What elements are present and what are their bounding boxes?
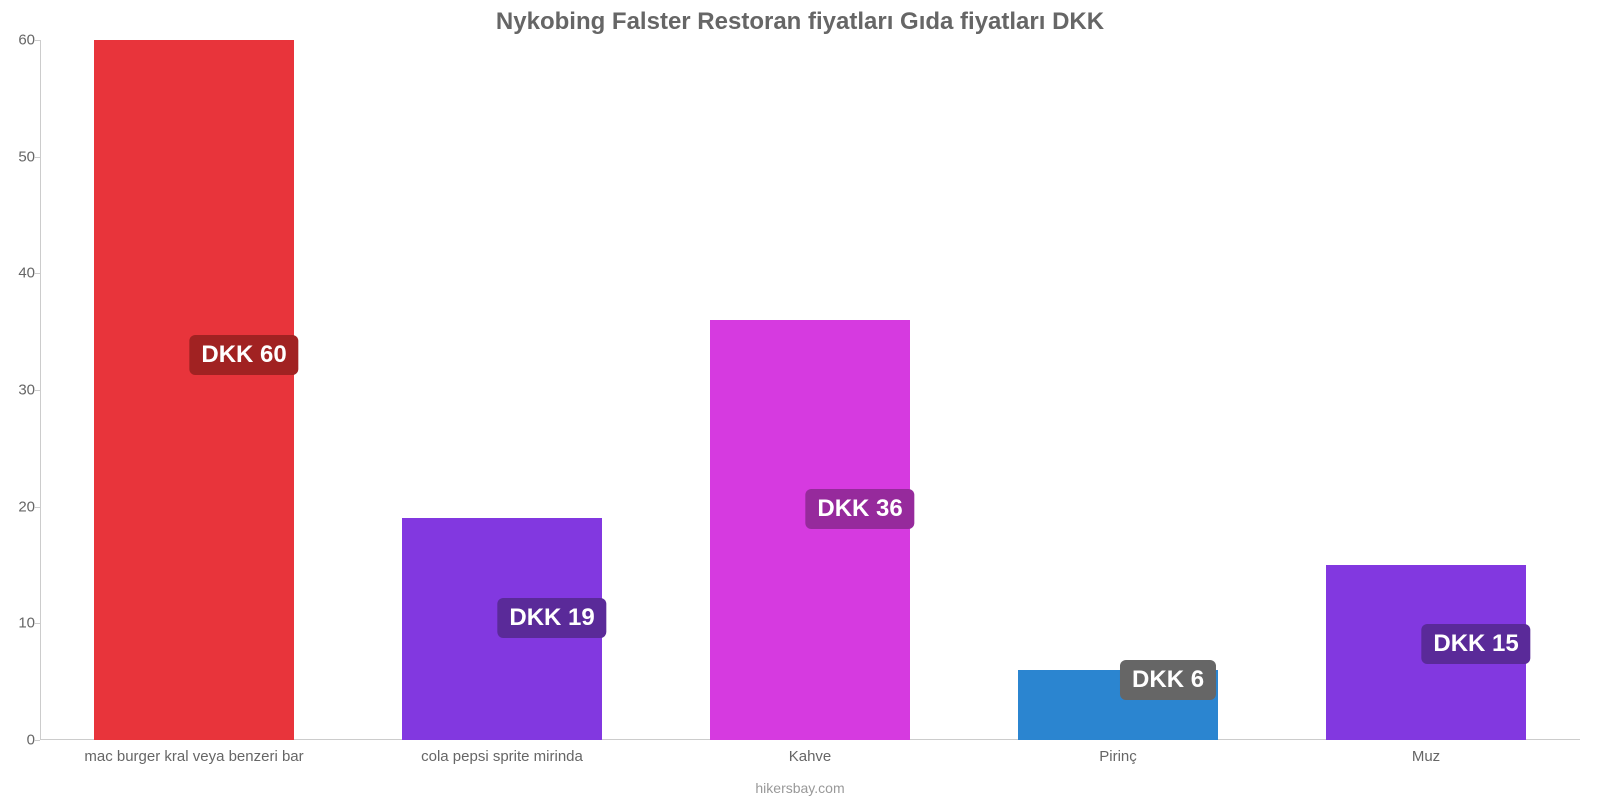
chart-title: Nykobing Falster Restoran fiyatları Gıda… xyxy=(0,8,1600,36)
y-tick-label: 50 xyxy=(5,148,35,165)
price-bar-chart: Nykobing Falster Restoran fiyatları Gıda… xyxy=(0,0,1600,800)
y-tick-label: 40 xyxy=(5,265,35,282)
x-axis-label: Muz xyxy=(1412,748,1440,765)
x-axis-label: mac burger kral veya benzeri bar xyxy=(84,748,303,765)
y-tick-label: 60 xyxy=(5,32,35,49)
value-badge: DKK 6 xyxy=(1120,660,1216,700)
y-tick-label: 30 xyxy=(5,382,35,399)
value-badge: DKK 36 xyxy=(805,489,914,529)
credit-text: hikersbay.com xyxy=(0,780,1600,796)
y-tick-label: 0 xyxy=(5,732,35,749)
value-badge: DKK 60 xyxy=(189,335,298,375)
y-tick-label: 10 xyxy=(5,615,35,632)
y-tick-mark xyxy=(34,740,40,741)
x-axis-label: cola pepsi sprite mirinda xyxy=(421,748,583,765)
bar xyxy=(94,40,294,740)
bar xyxy=(710,320,910,740)
bars-container xyxy=(40,40,1580,740)
x-axis-label: Kahve xyxy=(789,748,832,765)
y-tick-label: 20 xyxy=(5,498,35,515)
value-badge: DKK 15 xyxy=(1421,624,1530,664)
value-badge: DKK 19 xyxy=(497,598,606,638)
x-axis-label: Pirinç xyxy=(1099,748,1137,765)
plot-area: 0102030405060 mac burger kral veya benze… xyxy=(40,40,1580,740)
